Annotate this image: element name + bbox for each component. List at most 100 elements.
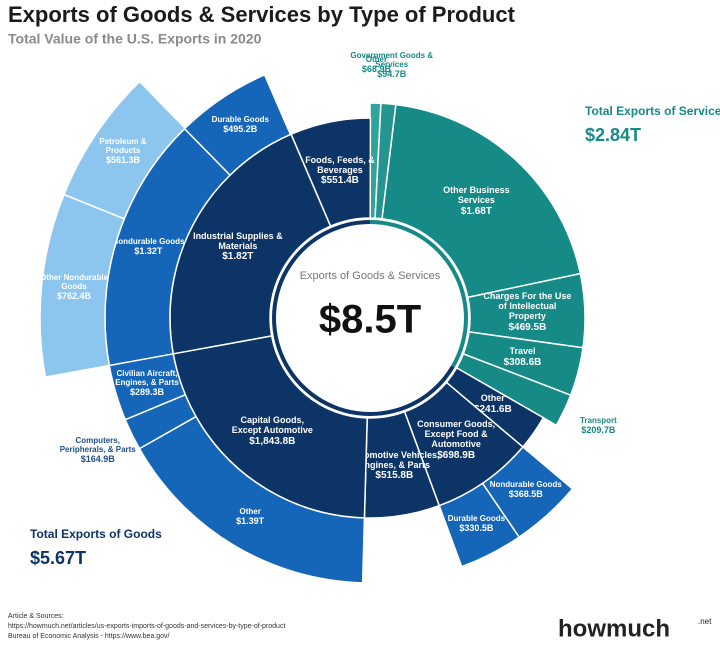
segment-name: Industrial Supplies & Materials (193, 230, 283, 251)
segment-name: Travel (509, 345, 536, 356)
segment-label: Nondurable Goods$368.5B (488, 468, 564, 514)
segment-name: Other (365, 54, 388, 64)
value-label: $94.7B (377, 68, 407, 79)
label-box: Automotive Vehicles, Engines, & Parts $51… (348, 431, 440, 501)
value-label: $1.68T (460, 206, 492, 218)
segment-name: Petroleum & Products (99, 137, 147, 156)
value-label: $495.2B (223, 123, 258, 134)
segment-name: Computers, Peripherals, & Parts (59, 436, 136, 455)
label-box: Other $241.6B (447, 369, 539, 439)
label-box: Government Goods & Services $94.7B (350, 46, 434, 86)
value-label: $330.5B (459, 523, 494, 534)
value-label: $551.4B (321, 175, 359, 187)
group-value: $5.67T (30, 548, 86, 568)
segment-label: Automotive Vehicles, Engines, & Parts$51… (348, 431, 440, 501)
segment-name: Charges For the Use of Intellectual Prop… (483, 291, 572, 321)
label-box: Petroleum & Products $561.3B (85, 129, 161, 175)
segment-name: Transport (579, 416, 617, 426)
value-label: $561.3B (105, 155, 140, 166)
value-label: $241.6B (473, 403, 512, 415)
value-label: $289.3B (129, 386, 164, 397)
segment-label: Civilian Aircraft, Engines, & Parts$289.… (109, 361, 185, 407)
center-title: Exports of Goods & Services (300, 270, 441, 282)
segment (290, 117, 372, 228)
segment-name: Foods, Feeds, & Beverages (305, 154, 375, 175)
segment-label: Charges For the Use of Intellectual Prop… (481, 278, 573, 348)
label-box: Industrial Supplies & Materials $1.82T (192, 212, 284, 282)
segment-name: Other (239, 506, 261, 516)
label-box: Transport $209.7B (556, 407, 640, 447)
segment-name: Durable Goods (211, 114, 269, 124)
segment-label: Industrial Supplies & Materials$1.82T (192, 212, 284, 282)
value-label: $164.9B (80, 453, 115, 464)
brand: howmuch (558, 615, 670, 642)
label-box: Computers, Peripherals, & Parts $164.9B (56, 431, 140, 471)
value-label: $1,843.8B (249, 436, 296, 448)
segment-name: Other Nondurable Goods (40, 273, 109, 291)
chart-title: Exports of Goods & Services by Type of P… (8, 2, 516, 27)
group-arc (370, 220, 468, 368)
value-label: $515.8B (375, 470, 414, 482)
label-box: Nondurable Goods $368.5B (488, 468, 564, 514)
source: Bureau of Economic Analysis - https://ww… (8, 633, 170, 640)
segment-label: Durable Goods$330.5B (438, 502, 514, 548)
label-box: Durable Goods $330.5B (438, 502, 514, 548)
segment-name: Consumer Goods, Except Food & Automotive (417, 419, 496, 450)
segment-label: Nondurable Goods$1.32T (110, 225, 186, 271)
label-box: Foods, Feeds, & Beverages $551.4B (294, 136, 386, 206)
group-name: Total Exports of Goods (30, 527, 162, 541)
label-box: Charges For the Use of Intellectual Prop… (481, 278, 573, 348)
segment-label: Other$1.39T (212, 494, 288, 540)
label-box: Nondurable Goods $1.32T (110, 225, 186, 271)
label-box: Capital Goods, Except Automotive $1,843.8… (226, 397, 318, 467)
segment-label: Foods, Feeds, & Beverages$551.4B (294, 136, 386, 206)
source: https://howmuch.net/articles/us-exports-… (8, 623, 285, 630)
segment-label: Other$68.9B (334, 45, 418, 85)
value-label: $1.32T (134, 245, 163, 256)
label-box: Other Business Services $1.68T (430, 167, 522, 237)
segment-name: Other (480, 392, 505, 403)
segment-name: Capital Goods, Except Automotive (231, 415, 313, 436)
value-label: $1.39T (236, 515, 265, 526)
label-box: Other Nondurable Goods $762.4B (36, 265, 112, 311)
segment-name: Civilian Aircraft, Engines, & Parts (115, 368, 179, 387)
value-label: $469.5B (508, 321, 547, 333)
segment-label: Transport$209.7B (556, 407, 640, 447)
segment-label: Durable Goods$495.2B (202, 102, 278, 148)
segment (381, 103, 582, 299)
center-value: $8.5T (319, 298, 421, 342)
segment (63, 80, 187, 220)
segment-label: Government Goods & Services$94.7B (350, 46, 434, 86)
segment-label: Computers, Peripherals, & Parts$164.9B (56, 431, 140, 471)
segment-label: Capital Goods, Except Automotive$1,843.8… (226, 397, 318, 467)
segment-label: Other$241.6B (447, 369, 539, 439)
value-label: $698.9B (437, 450, 476, 462)
segment-name: Nondurable Goods (112, 237, 185, 247)
group-name: Total Exports of Services (585, 104, 720, 118)
label-box: Consumer Goods, Except Food & Automotive… (410, 406, 502, 476)
chart-subtitle: Total Value of the U.S. Exports in 2020 (8, 31, 262, 47)
segment-label: Petroleum & Products$561.3B (85, 129, 161, 175)
value-label: $308.6B (503, 356, 542, 368)
sources-title: Article & Sources: (8, 613, 64, 620)
value-label: $368.5B (508, 489, 543, 500)
label-box: Civilian Aircraft, Engines, & Parts $289.… (109, 361, 185, 407)
value-label: $68.9B (361, 63, 391, 74)
label-box: Other $68.9B (334, 45, 418, 85)
value-label: $1.82T (222, 251, 254, 263)
segment-name: Government Goods & Services (350, 51, 434, 69)
value-label: $762.4B (57, 290, 92, 301)
segment-label: Other Business Services$1.68T (430, 167, 522, 237)
value-label: $209.7B (581, 425, 616, 436)
segment-name: Automotive Vehicles, Engines, & Parts (349, 449, 440, 470)
segment-name: Other Business Services (443, 185, 510, 206)
center-hole (272, 220, 468, 416)
group-value: $2.84T (585, 125, 641, 145)
brand-suffix: .net (698, 617, 712, 626)
label-box: Other $1.39T (212, 494, 288, 540)
label-box: Durable Goods $495.2B (202, 102, 278, 148)
segment (183, 73, 292, 177)
segment-name: Nondurable Goods (489, 480, 562, 490)
